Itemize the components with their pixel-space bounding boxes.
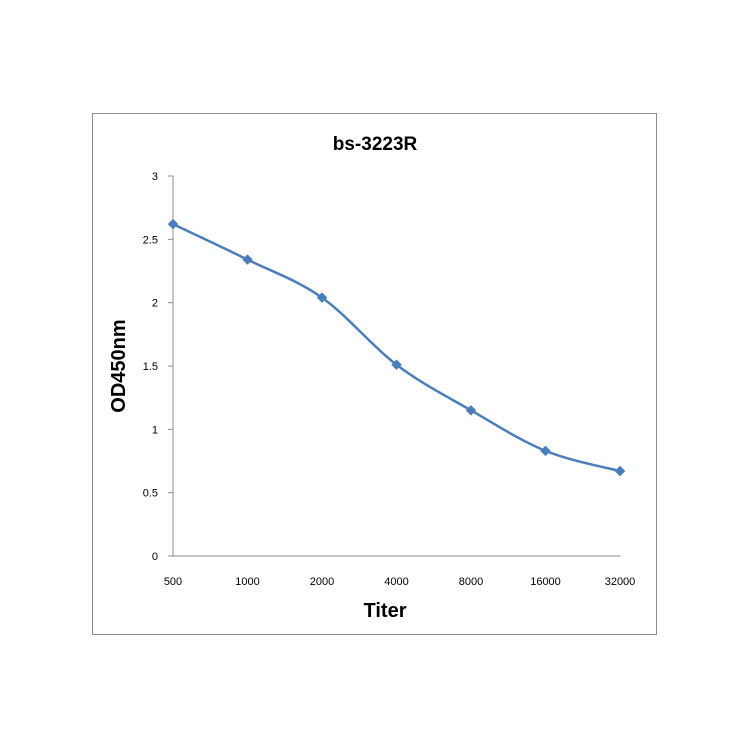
x-tick-label: 8000	[459, 576, 483, 588]
data-point-marker	[540, 445, 551, 457]
x-tick-label: 32000	[605, 576, 636, 588]
x-tick-label: 2000	[310, 576, 334, 588]
data-point-marker	[242, 254, 253, 265]
chart-frame	[92, 113, 657, 635]
y-tick-label: 3	[152, 171, 158, 183]
y-tick-label: 0	[152, 551, 158, 563]
y-axis-title: OD450nm	[108, 319, 130, 412]
y-tick-label: 1.5	[143, 361, 158, 373]
data-point-marker	[465, 404, 477, 416]
y-tick-label: 2.5	[143, 234, 158, 246]
y-tick-label: 2	[152, 298, 158, 310]
x-axis-title: Titer	[364, 600, 407, 622]
axes: 0 0.5 1 1.5 2 2.5 3 500 1000 2000 4000 8000 16000 320…	[143, 171, 636, 588]
chart-title: bs-3223R	[333, 134, 418, 155]
series-line	[172, 223, 621, 473]
x-tick-label: 500	[164, 576, 182, 588]
data-point-marker	[391, 359, 402, 371]
data-point-marker	[167, 218, 179, 230]
x-tick-label: 16000	[530, 576, 561, 588]
series-layer	[167, 218, 626, 477]
data-point-marker	[316, 292, 328, 303]
x-tick-label: 1000	[235, 576, 259, 588]
y-tick-label: 1	[152, 424, 158, 436]
y-tick-label: 0.5	[143, 488, 158, 500]
x-tick-label: 4000	[384, 576, 408, 588]
data-point-marker	[614, 465, 626, 477]
